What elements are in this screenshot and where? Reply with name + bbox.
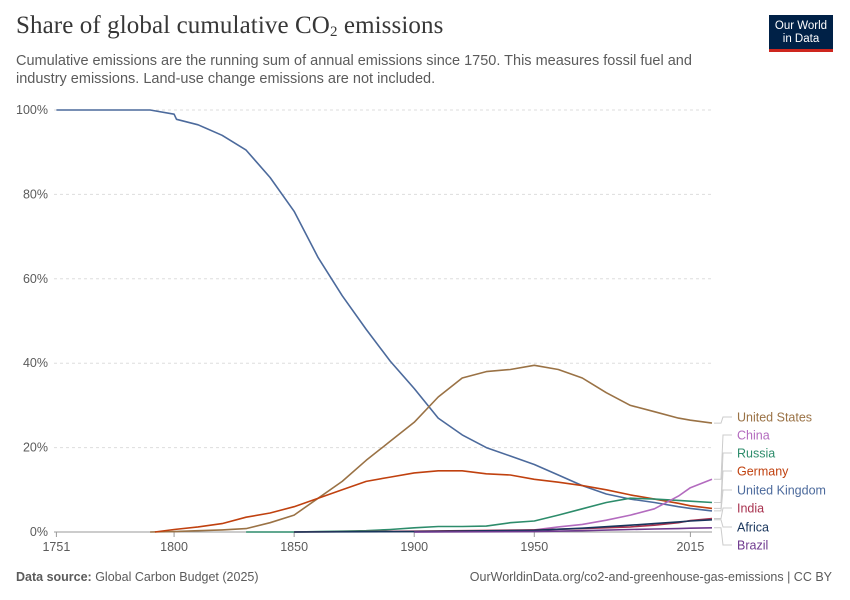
footer-source: Data source: Global Carbon Budget (2025) <box>16 570 259 584</box>
y-tick-label: 0% <box>30 525 48 539</box>
label-connector <box>714 434 732 480</box>
x-tick-label: 1900 <box>400 540 428 554</box>
y-tick-label: 100% <box>16 103 48 117</box>
label-connector <box>714 416 732 424</box>
series-label-china: China <box>737 429 770 443</box>
label-connector <box>714 470 732 509</box>
chart-title-end: emissions <box>337 12 444 39</box>
series-label-russia: Russia <box>737 447 775 461</box>
series-label-united-states: United States <box>737 411 812 425</box>
label-connector <box>714 507 732 519</box>
label-connector <box>714 452 732 503</box>
series-line-united-states <box>150 364 713 533</box>
label-connector <box>714 527 732 546</box>
x-tick-label: 1800 <box>160 540 188 554</box>
series-line-united-kingdom <box>56 109 713 512</box>
y-tick-label: 80% <box>23 187 48 201</box>
label-connector <box>714 489 732 512</box>
y-tick-label: 40% <box>23 356 48 370</box>
y-tick-label: 60% <box>23 272 48 286</box>
x-tick-label: 1850 <box>280 540 308 554</box>
source-label: Data source: <box>16 570 92 584</box>
chart-subtitle: Cumulative emissions are the running sum… <box>16 53 692 87</box>
chart-title-subscript: 2 <box>329 24 338 40</box>
series-label-united-kingdom: United Kingdom <box>737 484 826 498</box>
x-tick-label: 1950 <box>520 540 548 554</box>
series-line-brazil <box>414 527 713 533</box>
series-label-india: India <box>737 502 764 516</box>
owid-logo[interactable]: Our World in Data <box>769 15 833 52</box>
x-tick-label: 2015 <box>676 540 704 554</box>
x-tick-label: 1751 <box>42 540 70 554</box>
footer-url-license[interactable]: OurWorldinData.org/co2-and-greenhouse-ga… <box>469 570 832 584</box>
series-label-brazil: Brazil <box>737 539 768 553</box>
chart-title: Share of global cumulative CO2 emissions <box>16 12 443 41</box>
logo-line-1: Our World <box>774 20 828 32</box>
series-label-africa: Africa <box>737 521 769 535</box>
series-line-germany <box>154 470 713 533</box>
chart-title-main: Share of global cumulative CO <box>16 12 330 39</box>
logo-line-2: in Data <box>782 32 820 45</box>
source-value: Global Carbon Budget (2025) <box>91 570 259 584</box>
series-label-germany: Germany <box>737 465 789 479</box>
label-connector <box>714 519 732 528</box>
y-tick-label: 20% <box>23 441 48 455</box>
series-line-russia <box>246 497 713 533</box>
